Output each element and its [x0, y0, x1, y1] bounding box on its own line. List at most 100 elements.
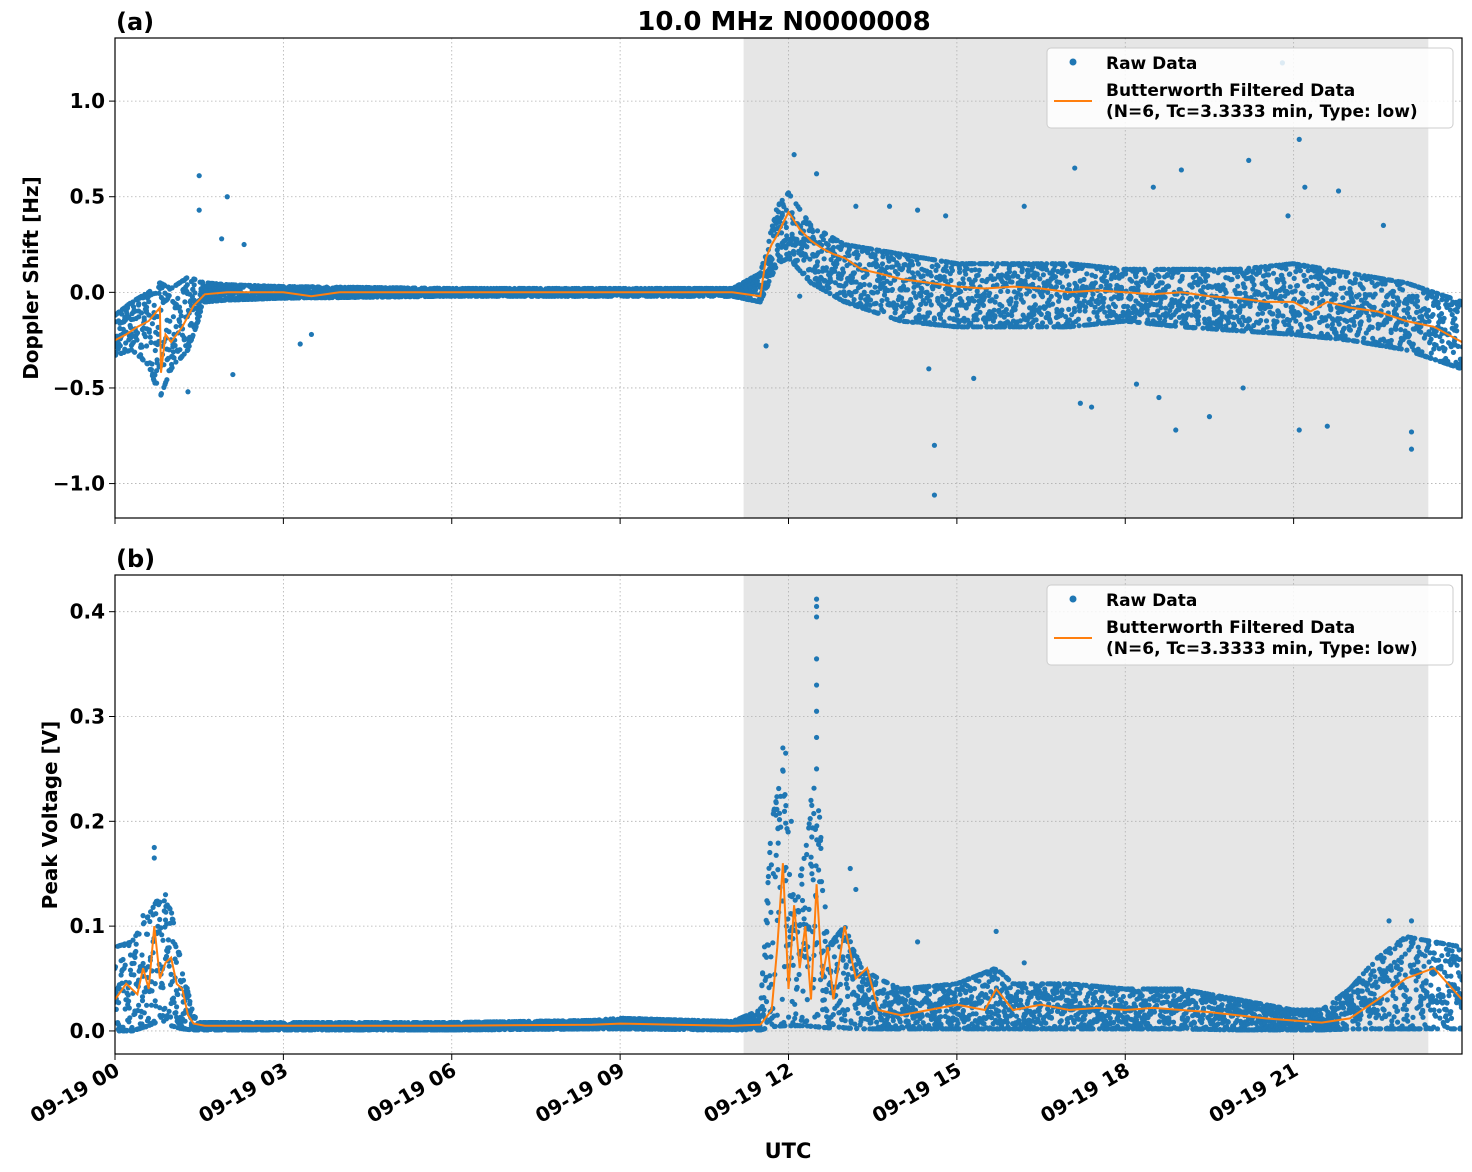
raw-point: [949, 267, 956, 274]
raw-point: [1235, 283, 1241, 289]
raw-point: [998, 288, 1004, 294]
raw-point: [977, 309, 983, 315]
raw-point: [1050, 301, 1056, 307]
raw-point: [1327, 335, 1333, 341]
raw-point: [851, 297, 857, 303]
raw-point: [919, 286, 925, 292]
raw-point: [1337, 316, 1343, 322]
raw-point: [173, 359, 179, 365]
raw-point: [960, 276, 966, 282]
raw-point: [769, 256, 775, 262]
raw-point: [928, 302, 934, 308]
raw-point: [191, 282, 197, 288]
raw-point: [1008, 298, 1014, 304]
raw-point: [1033, 317, 1039, 323]
raw-point: [1319, 268, 1325, 274]
raw-point: [1020, 299, 1026, 305]
raw-point: [1062, 263, 1068, 269]
raw-point: [115, 350, 119, 356]
raw-point: [1186, 303, 1192, 309]
raw-point: [1027, 288, 1033, 294]
raw-point: [909, 304, 915, 310]
raw-point: [156, 290, 162, 296]
raw-point: [1172, 323, 1178, 329]
raw-point: [928, 273, 934, 279]
raw-point: [1125, 304, 1131, 310]
raw-point: [158, 391, 164, 397]
raw-point: [1348, 291, 1354, 297]
raw-point: [1128, 294, 1134, 300]
raw-point: [1118, 284, 1125, 290]
raw-point: [1336, 321, 1342, 327]
raw-point: [1360, 286, 1366, 292]
raw-point: [1328, 307, 1334, 313]
raw-point: [920, 273, 926, 279]
raw-point: [1283, 266, 1289, 272]
raw-point: [1371, 304, 1377, 310]
raw-point: [1366, 317, 1372, 323]
raw-point: [770, 270, 776, 276]
raw-point: [139, 344, 145, 350]
raw-point: [198, 304, 204, 310]
raw-point: [1398, 346, 1404, 352]
raw-point: [1226, 319, 1232, 326]
raw-point: [1379, 287, 1385, 293]
raw-point: [881, 308, 887, 315]
raw-point: [170, 349, 176, 355]
raw-point: [197, 308, 204, 315]
raw-point: [895, 271, 901, 277]
raw-point: [1247, 303, 1253, 309]
raw-point: [1003, 307, 1009, 313]
raw-point: [894, 302, 900, 308]
raw-point: [905, 319, 911, 325]
raw-point: [1142, 270, 1148, 276]
raw-point: [1347, 327, 1353, 333]
raw-point: [1309, 300, 1315, 306]
raw-point: [1107, 283, 1113, 289]
raw-point: [175, 295, 181, 301]
raw-point: [1350, 299, 1356, 305]
raw-point: [804, 244, 810, 250]
raw-point: [184, 282, 190, 288]
raw-point: [1009, 279, 1015, 285]
raw-point: [822, 231, 829, 237]
raw-point: [1310, 282, 1316, 288]
raw-point: [830, 244, 837, 251]
raw-point: [948, 277, 954, 284]
raw-point: [993, 294, 999, 300]
raw-point: [901, 310, 907, 316]
raw-point: [1314, 310, 1321, 316]
raw-point: [971, 298, 977, 304]
raw-point: [1287, 271, 1293, 277]
raw-point: [1039, 294, 1046, 300]
raw-point: [166, 347, 172, 353]
raw-point: [117, 343, 123, 349]
raw-point: [1173, 319, 1179, 325]
raw-point: [1133, 274, 1139, 280]
raw-point: [1005, 288, 1011, 294]
raw-point: [814, 259, 821, 265]
raw-point: [801, 270, 807, 276]
raw-point: [1194, 301, 1200, 307]
raw-point: [846, 252, 852, 259]
raw-point: [177, 308, 183, 315]
raw-point: [1228, 309, 1234, 315]
raw-point: [1246, 317, 1253, 323]
raw-point: [976, 267, 983, 273]
raw-point: [1382, 281, 1388, 287]
raw-point: [978, 324, 984, 330]
raw-point: [987, 290, 993, 296]
raw-point: [1352, 276, 1359, 282]
raw-point: [1232, 303, 1238, 309]
raw-point: [867, 282, 873, 288]
raw-point: [1314, 295, 1320, 301]
raw-point: [1292, 288, 1298, 294]
raw-point: [1034, 271, 1040, 277]
raw-point: [1297, 268, 1303, 274]
raw-point: [141, 317, 147, 323]
raw-point: [1400, 279, 1406, 285]
raw-point: [834, 261, 840, 267]
raw-point: [1156, 274, 1162, 280]
raw-point: [1340, 295, 1346, 301]
raw-point: [1048, 293, 1054, 299]
